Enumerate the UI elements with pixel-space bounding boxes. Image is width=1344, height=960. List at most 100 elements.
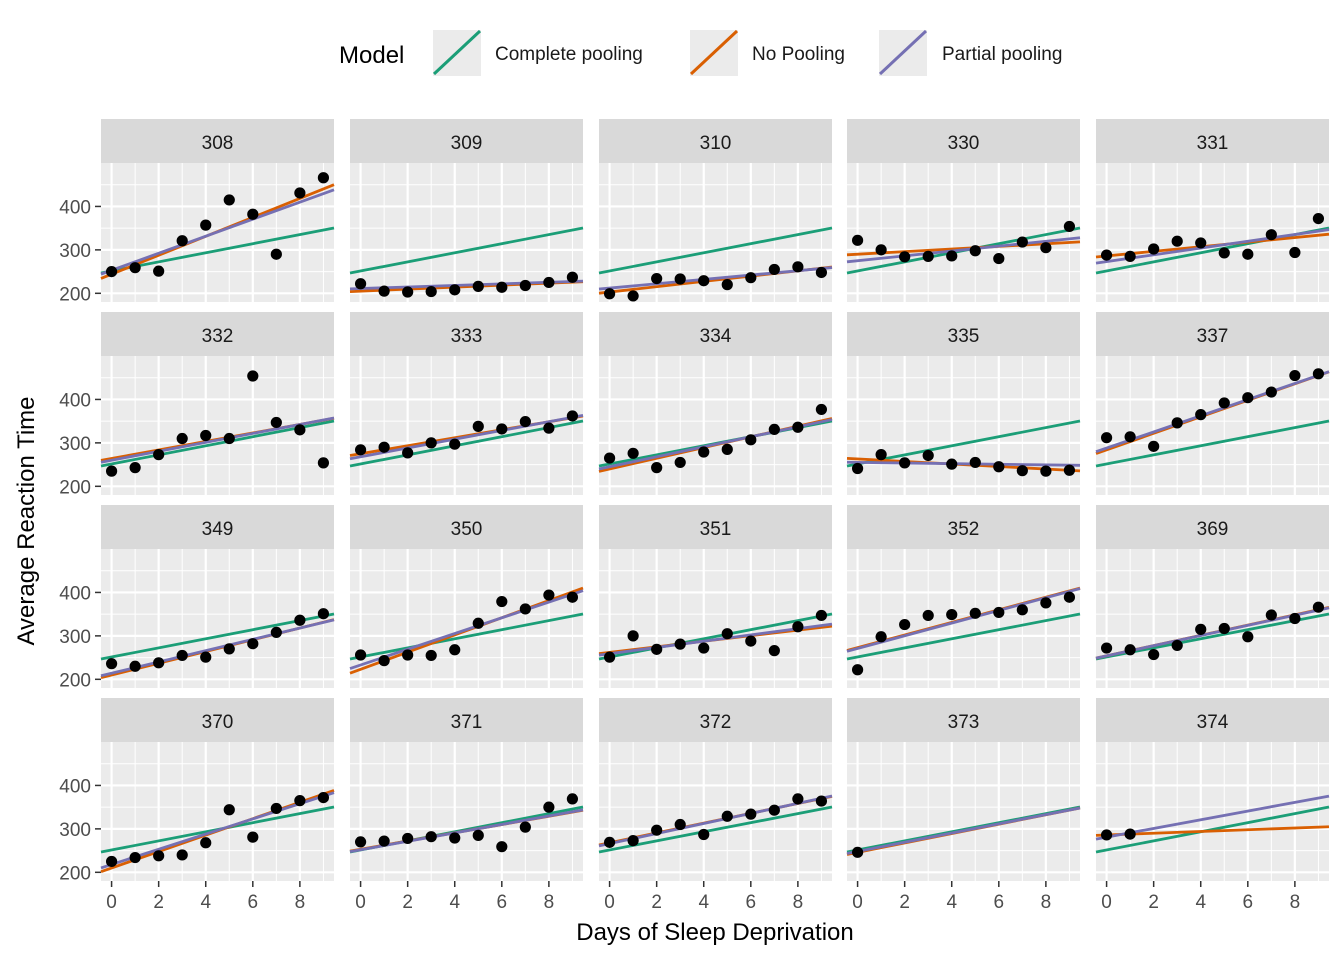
data-point	[792, 421, 804, 433]
y-tick-label: 300	[59, 434, 91, 455]
strip	[847, 505, 1080, 549]
panel-372: 372 0 2 4 6 8	[598, 698, 833, 913]
panel-351: 351	[598, 505, 833, 688]
data-point	[1063, 220, 1076, 233]
panel-337: 337	[1095, 312, 1330, 495]
data-point	[472, 420, 484, 432]
data-point	[105, 855, 118, 868]
data-point	[1124, 828, 1136, 840]
data-point	[875, 244, 887, 256]
data-point	[566, 271, 579, 283]
data-point	[425, 285, 437, 298]
data-point	[270, 416, 282, 429]
data-point	[946, 250, 958, 262]
data-point	[1242, 248, 1254, 260]
strip-label: 350	[451, 519, 483, 540]
data-point	[402, 447, 414, 459]
strip	[1096, 312, 1329, 356]
data-point	[378, 285, 390, 297]
data-point	[200, 651, 212, 663]
data-point	[1016, 604, 1028, 616]
data-point	[1148, 440, 1160, 452]
data-point	[317, 457, 330, 469]
strip-label: 351	[700, 519, 732, 540]
data-point	[1148, 243, 1160, 255]
data-point	[851, 234, 864, 246]
data-point	[1016, 236, 1028, 248]
data-point	[378, 655, 390, 667]
data-point	[1100, 432, 1113, 444]
x-tick-label: 4	[698, 892, 709, 913]
strip-label: 309	[451, 133, 483, 154]
data-point	[223, 643, 235, 655]
plot-background	[847, 163, 1080, 302]
y-tick-label: 200	[59, 670, 91, 691]
data-point	[875, 449, 887, 461]
data-point	[698, 275, 710, 287]
x-tick-label: 0	[106, 892, 117, 913]
strip-label: 371	[451, 712, 483, 733]
y-tick-label: 400	[59, 583, 91, 604]
x-tick-label: 8	[1041, 892, 1052, 913]
data-point	[1124, 431, 1136, 443]
data-point	[129, 851, 141, 864]
plot-background	[1096, 163, 1329, 302]
data-point	[815, 609, 828, 622]
data-point	[200, 837, 212, 849]
data-point	[674, 818, 686, 831]
plot-background	[350, 163, 583, 302]
strip	[847, 312, 1080, 356]
strip-label: 369	[1197, 519, 1229, 540]
y-tick-label: 200	[59, 284, 91, 305]
data-point	[378, 835, 390, 847]
data-point	[1016, 465, 1028, 477]
data-point	[651, 824, 663, 836]
data-point	[153, 850, 165, 862]
panel-369: 369	[1095, 505, 1330, 688]
data-point	[1148, 648, 1160, 661]
data-point	[1242, 392, 1254, 404]
data-point	[851, 664, 864, 676]
data-point	[176, 235, 188, 247]
panel-309: 309	[349, 119, 584, 302]
complete-pooling-line	[598, 805, 833, 854]
strip	[350, 312, 583, 356]
x-tick-label: 0	[355, 892, 366, 913]
plot-background	[350, 549, 583, 688]
strip	[101, 119, 334, 163]
data-point	[402, 286, 414, 298]
partial-pooling-line	[846, 587, 1081, 653]
data-point	[496, 841, 508, 853]
data-point	[603, 452, 616, 464]
data-point	[425, 649, 437, 662]
data-point	[698, 446, 710, 458]
strip-label: 349	[202, 519, 234, 540]
data-point	[792, 793, 804, 805]
data-point	[627, 630, 639, 642]
plot-background	[1096, 742, 1329, 881]
data-point	[449, 284, 461, 296]
plot-background	[1096, 356, 1329, 495]
x-tick-label: 2	[651, 892, 662, 913]
data-point	[768, 423, 780, 436]
data-point	[496, 423, 508, 435]
strip-label: 372	[700, 712, 732, 733]
x-tick-label: 4	[1195, 892, 1206, 913]
strip-label: 337	[1197, 326, 1229, 347]
strip-label: 332	[202, 326, 234, 347]
strip-label: 352	[948, 519, 980, 540]
data-point	[1218, 622, 1230, 635]
strip	[101, 698, 334, 742]
data-point	[153, 265, 165, 277]
plot-background	[599, 549, 832, 688]
panel-308: 308 200 300 400	[59, 119, 335, 305]
data-point	[674, 638, 686, 650]
data-point	[247, 638, 259, 650]
x-tick-label: 4	[946, 892, 957, 913]
data-point	[993, 252, 1005, 265]
data-point	[519, 821, 531, 833]
data-point	[1195, 409, 1207, 421]
data-point	[1265, 229, 1277, 241]
